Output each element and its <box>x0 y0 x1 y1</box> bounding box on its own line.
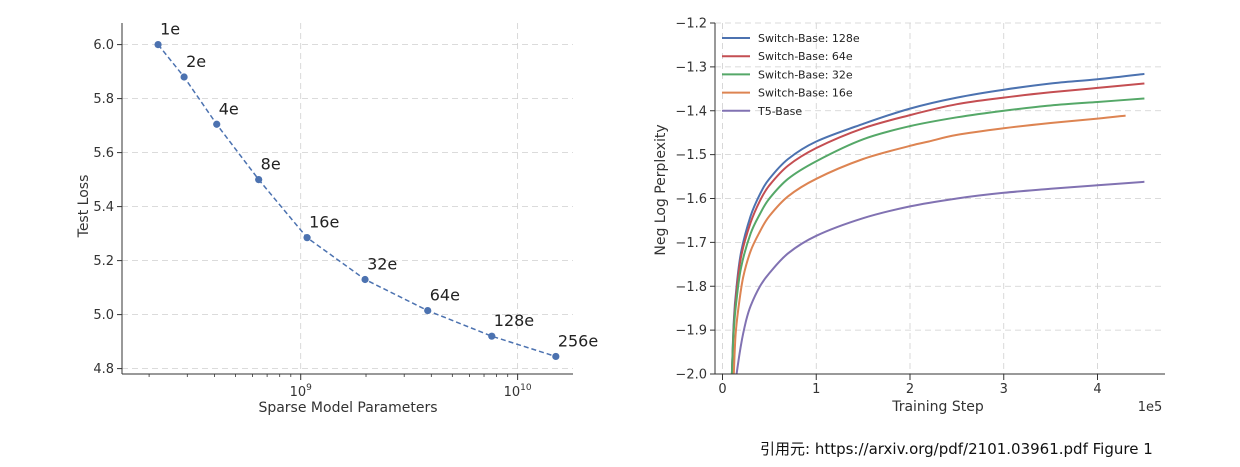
test-loss-point <box>303 234 311 242</box>
right-y-ticks: −2.0 −1.9 −1.8 −1.7 −1.6 −1.5 −1.4 −1.3 −1.2 <box>675 17 715 383</box>
test-loss-point-label: 256e <box>558 331 598 350</box>
left-x-ticks: 109 1010 <box>148 374 532 400</box>
right-y-tick-label: −1.6 <box>675 192 707 207</box>
series-line-switch-base-128e <box>730 72 1145 374</box>
series-line-switch-base-16e <box>732 114 1126 374</box>
right-y-tick-label: −1.2 <box>675 17 707 32</box>
series-line-t5-base <box>735 180 1145 374</box>
left-y-tick-label: 4.8 <box>93 362 114 377</box>
left-chart-test-loss: 1e 2e 4e 8e 16e 32e 64e 128e 256e 4.8 5.0 5.2 5.4 5.… <box>76 20 598 416</box>
left-x-axis-label: Sparse Model Parameters <box>258 400 437 416</box>
right-y-tick-label: −1.3 <box>675 60 707 75</box>
test-loss-points: 1e 2e 4e 8e 16e 32e 64e 128e 256e <box>154 20 598 361</box>
right-y-tick-label: −2.0 <box>675 368 707 383</box>
left-x-tick-label: 1010 <box>504 383 532 400</box>
left-y-axis-label: Test Loss <box>76 175 92 239</box>
legend-label: T5-Base <box>757 105 802 118</box>
left-y-tick-label: 5.0 <box>93 308 114 323</box>
right-x-tick-label: 3 <box>1000 382 1008 397</box>
left-grid <box>122 23 573 374</box>
left-y-tick-label: 5.8 <box>93 92 114 107</box>
legend-label: Switch-Base: 64e <box>758 50 853 63</box>
left-x-tick-label: 109 <box>290 383 313 400</box>
right-y-tick-label: −1.7 <box>675 236 707 251</box>
test-loss-point-label: 128e <box>494 311 534 330</box>
test-loss-point <box>255 176 263 184</box>
right-series-lines <box>730 72 1145 374</box>
test-loss-point <box>552 352 560 361</box>
test-loss-point <box>213 120 221 128</box>
test-loss-point <box>424 306 432 315</box>
right-y-tick-label: −1.8 <box>675 280 707 295</box>
series-line-switch-base-32e <box>730 97 1145 374</box>
legend-label: Switch-Base: 16e <box>758 87 853 100</box>
test-loss-point <box>154 41 162 49</box>
test-loss-point-label: 1e <box>160 20 180 39</box>
legend-label: Switch-Base: 32e <box>758 68 853 81</box>
right-x-axis-label: Training Step <box>891 399 984 415</box>
right-grid <box>715 22 1165 375</box>
right-x-tick-label: 0 <box>718 382 726 397</box>
left-y-tick-label: 6.0 <box>93 38 114 53</box>
test-loss-point-label: 16e <box>309 213 339 232</box>
right-x-multiplier: 1e5 <box>1138 400 1163 415</box>
test-loss-point-label: 64e <box>430 286 460 305</box>
right-y-tick-label: −1.5 <box>675 148 707 163</box>
source-caption: 引用元: https://arxiv.org/pdf/2101.03961.pd… <box>760 440 1153 458</box>
right-x-tick-label: 2 <box>906 382 914 397</box>
left-y-tick-label: 5.2 <box>93 254 114 269</box>
right-y-tick-label: −1.9 <box>675 324 707 339</box>
test-loss-point-label: 8e <box>261 155 281 174</box>
right-legend: Switch-Base: 128e Switch-Base: 64e Switch-… <box>722 32 860 118</box>
left-y-ticks: 4.8 5.0 5.2 5.4 5.6 5.8 6.0 <box>93 38 122 377</box>
legend-label: Switch-Base: 128e <box>758 32 860 45</box>
right-x-tick-label: 1 <box>812 382 820 397</box>
right-y-tick-label: −1.4 <box>675 104 707 119</box>
right-chart-neg-log-perplexity: −2.0 −1.9 −1.8 −1.7 −1.6 −1.5 −1.4 −1.3 −1.2 0 1 2… <box>653 17 1165 415</box>
test-loss-point <box>180 73 188 81</box>
left-axes <box>121 23 573 375</box>
test-loss-point-label: 2e <box>186 52 206 71</box>
right-y-axis-label: Neg Log Perplexity <box>653 124 669 255</box>
left-y-tick-label: 5.4 <box>93 200 114 215</box>
test-loss-point <box>488 332 496 340</box>
test-loss-point-label: 4e <box>219 99 239 118</box>
test-loss-point <box>361 275 369 284</box>
right-x-ticks: 0 1 2 3 4 <box>718 374 1102 397</box>
right-x-tick-label: 4 <box>1093 382 1101 397</box>
test-loss-point-label: 32e <box>367 255 397 274</box>
test-loss-line <box>157 44 557 358</box>
left-y-tick-label: 5.6 <box>93 146 114 161</box>
series-line-switch-base-64e <box>730 82 1145 374</box>
